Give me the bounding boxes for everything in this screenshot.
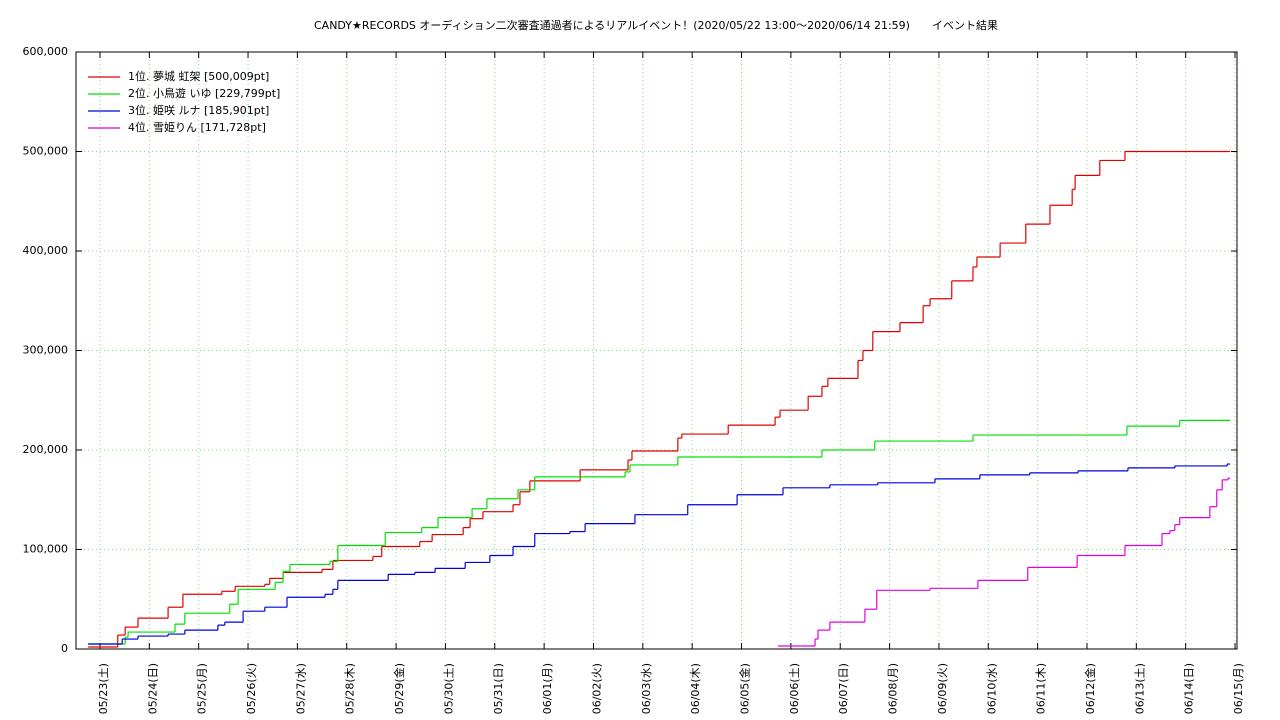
- x-tick-label: 05/23(土): [97, 663, 110, 714]
- y-tick-label: 500,000: [23, 145, 69, 158]
- x-tick-label: 06/09(火): [936, 663, 949, 714]
- x-tick-label: 05/26(火): [245, 663, 258, 714]
- x-tick-label: 05/30(土): [442, 663, 455, 714]
- x-tick-label: 06/12(金): [1083, 663, 1097, 714]
- legend-label: 3位. 姫咲 ルナ [185,901pt]: [128, 103, 269, 117]
- legend-label: 1位. 夢城 虹架 [500,009pt]: [128, 69, 269, 83]
- chart-title: CANDY★RECORDS オーディション二次審査通過者によるリアルイベント！(…: [314, 18, 998, 32]
- x-tick-label: 06/14(日): [1183, 663, 1196, 714]
- y-tick-label: 300,000: [23, 344, 69, 357]
- x-tick-label: 06/10(水): [985, 663, 998, 714]
- y-tick-label: 0: [61, 642, 68, 655]
- x-tick-label: 05/29(金): [392, 663, 406, 714]
- x-tick-label: 06/15(月): [1232, 663, 1245, 714]
- plot-frame: [75, 51, 1238, 650]
- x-tick-label: 06/06(土): [788, 663, 801, 714]
- x-tick-label: 05/31(日): [492, 663, 505, 714]
- x-tick-label: 06/11(木): [1035, 663, 1048, 714]
- x-tick-label: 06/05(金): [738, 663, 752, 714]
- y-tick-label: 600,000: [23, 45, 69, 58]
- legend-label: 4位. 雪姫りん [171,728pt]: [128, 120, 266, 134]
- x-tick-label: 06/07(日): [837, 663, 850, 714]
- x-tick-label: 05/27(水): [294, 663, 307, 714]
- x-tick-label: 06/08(月): [887, 663, 900, 714]
- y-tick-label: 400,000: [23, 244, 69, 257]
- x-tick-label: 06/01(月): [541, 663, 554, 714]
- x-tick-label: 05/25(月): [196, 663, 209, 714]
- legend-label: 2位. 小鳥遊 いゆ [229,799pt]: [128, 86, 280, 100]
- x-tick-label: 05/28(木): [344, 663, 357, 714]
- x-tick-label: 06/04(木): [689, 663, 702, 714]
- y-tick-label: 100,000: [23, 543, 69, 556]
- x-tick-label: 05/24(日): [146, 663, 159, 714]
- y-tick-label: 200,000: [23, 443, 69, 456]
- x-tick-label: 06/02(火): [590, 663, 603, 714]
- x-tick-label: 06/13(土): [1133, 663, 1146, 714]
- x-tick-label: 06/03(水): [640, 663, 653, 714]
